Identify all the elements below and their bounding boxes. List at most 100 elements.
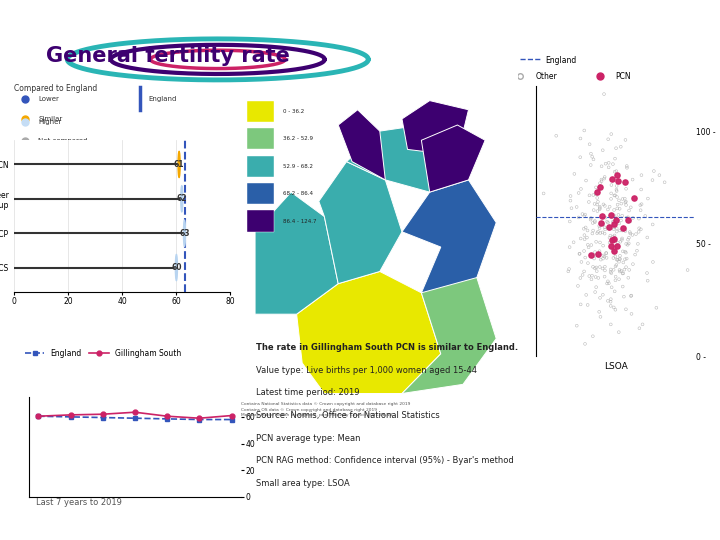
Point xyxy=(611,167,622,176)
Point xyxy=(616,235,628,244)
Point xyxy=(631,246,643,255)
Point xyxy=(577,210,588,218)
Point xyxy=(623,215,634,224)
Point xyxy=(620,227,631,235)
Point xyxy=(606,269,617,278)
Point xyxy=(606,175,618,184)
Polygon shape xyxy=(421,125,485,192)
Point xyxy=(582,226,593,235)
Point xyxy=(625,292,636,300)
Point xyxy=(622,235,634,244)
Point xyxy=(593,250,605,259)
Point xyxy=(611,261,622,269)
Point xyxy=(585,214,597,222)
Point xyxy=(599,173,611,181)
Point xyxy=(613,328,624,336)
Point xyxy=(584,191,595,200)
Point xyxy=(611,193,623,201)
Point xyxy=(599,223,611,232)
Point xyxy=(612,200,624,209)
Point xyxy=(611,204,623,213)
Point xyxy=(538,189,549,198)
Point xyxy=(566,204,577,213)
Point xyxy=(608,246,619,254)
Point xyxy=(610,306,621,314)
Point xyxy=(585,161,596,170)
Point xyxy=(589,217,600,225)
Point xyxy=(591,200,603,209)
Point xyxy=(618,269,629,278)
Point xyxy=(594,294,606,302)
Point xyxy=(575,134,586,143)
Point xyxy=(573,213,585,222)
Point xyxy=(590,251,601,260)
Point xyxy=(609,154,621,163)
Point xyxy=(616,199,627,208)
Point xyxy=(623,273,634,282)
Point xyxy=(601,279,613,288)
Text: 62: 62 xyxy=(176,194,187,204)
Polygon shape xyxy=(346,125,457,192)
Point xyxy=(606,213,618,222)
Point xyxy=(578,267,590,276)
Point xyxy=(617,224,629,233)
Point xyxy=(611,187,622,195)
Point xyxy=(651,303,662,312)
Point xyxy=(618,292,630,301)
Point xyxy=(583,243,595,252)
Point xyxy=(591,267,603,275)
Point xyxy=(612,255,624,264)
Polygon shape xyxy=(297,272,441,394)
Point xyxy=(627,214,639,222)
Point xyxy=(642,269,653,278)
Point xyxy=(600,248,612,257)
Point xyxy=(615,238,626,246)
Point xyxy=(600,225,611,234)
Point xyxy=(610,276,621,285)
Point xyxy=(587,229,598,238)
Point xyxy=(572,281,584,290)
Point xyxy=(608,246,620,255)
Point xyxy=(622,213,634,221)
Point xyxy=(589,200,600,208)
Point xyxy=(594,183,606,191)
Point xyxy=(626,309,637,318)
Point xyxy=(608,211,620,220)
Point xyxy=(619,247,631,256)
Point xyxy=(599,266,611,275)
Point xyxy=(594,204,606,212)
Point xyxy=(598,220,609,229)
Point xyxy=(600,159,611,168)
Point xyxy=(593,274,604,282)
Point xyxy=(629,194,640,202)
Point xyxy=(580,210,591,219)
Point xyxy=(594,179,606,187)
Point xyxy=(609,167,621,176)
Legend: England, Gillingham South: England, Gillingham South xyxy=(22,346,184,361)
Point xyxy=(629,250,641,259)
Point xyxy=(589,218,600,226)
Point xyxy=(588,226,599,235)
Point xyxy=(605,298,616,306)
Point xyxy=(587,332,598,341)
Point xyxy=(619,225,631,234)
Point xyxy=(624,217,636,226)
Point xyxy=(610,252,621,261)
Point xyxy=(599,230,611,238)
Point xyxy=(568,238,580,247)
FancyBboxPatch shape xyxy=(247,211,274,232)
Point xyxy=(594,202,606,211)
Point xyxy=(590,263,602,272)
Point xyxy=(584,140,595,149)
Point xyxy=(589,264,600,273)
Point xyxy=(606,235,618,244)
Point xyxy=(582,301,593,309)
Text: Similar: Similar xyxy=(38,116,63,122)
Point xyxy=(642,194,654,203)
Point xyxy=(606,244,618,253)
Text: PCN average type: Mean: PCN average type: Mean xyxy=(256,434,360,443)
Point xyxy=(605,231,616,240)
Point xyxy=(578,247,590,255)
Point xyxy=(613,219,625,228)
Text: The rate in Gillingham South PCN is similar to England.: The rate in Gillingham South PCN is simi… xyxy=(256,343,518,352)
